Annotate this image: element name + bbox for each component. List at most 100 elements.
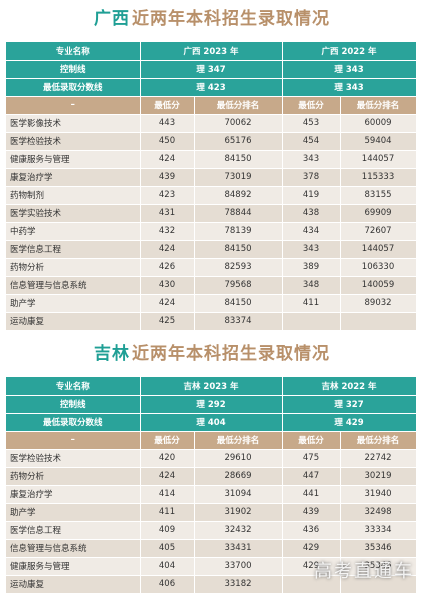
major-cell: 运动康复 <box>6 312 141 331</box>
min-score-a: 424 <box>140 240 195 259</box>
min-rank-a: 70062 <box>194 114 283 133</box>
min-score-b: 343 <box>282 240 341 259</box>
min-rank-b: 115333 <box>340 168 417 187</box>
min-score-a: 431 <box>140 204 195 223</box>
min-score-b: 411 <box>282 294 341 313</box>
dash-cell: – <box>6 431 141 450</box>
minline-label: 最低录取分数线 <box>6 78 141 97</box>
major-cell: 信息管理与信息系统 <box>6 276 141 295</box>
min-rank-b: 140059 <box>340 276 417 295</box>
min-score-b: 439 <box>282 503 341 522</box>
col-rank-b: 最低分排名 <box>340 431 417 450</box>
col-rank-a: 最低分排名 <box>194 431 283 450</box>
min-rank-b: 69909 <box>340 204 417 223</box>
major-cell: 中药学 <box>6 222 141 241</box>
min-rank-a: 31902 <box>194 503 283 522</box>
min-rank-a: 84150 <box>194 150 283 169</box>
table-row: 医学信息工程 424 84150 343 144057 <box>6 240 417 259</box>
table-row: 中药学 432 78139 434 72607 <box>6 222 417 241</box>
table-row: 药物制剂 423 84892 419 83155 <box>6 186 417 205</box>
min-score-a: 423 <box>140 186 195 205</box>
min-rank-a: 84892 <box>194 186 283 205</box>
province-name: 吉林 <box>90 339 134 369</box>
major-cell: 医学信息工程 <box>6 240 141 259</box>
minline-a: 理 404 <box>140 413 283 432</box>
major-cell: 运动康复 <box>6 575 141 594</box>
column-header-row: – 最低分 最低分排名 最低分 最低分排名 <box>6 96 417 115</box>
min-score-a: 443 <box>140 114 195 133</box>
control-line-row: 控制线 理 292 理 327 <box>6 395 417 414</box>
min-score-b: 343 <box>282 150 341 169</box>
min-score-b: 447 <box>282 467 341 486</box>
min-rank-a: 84150 <box>194 240 283 259</box>
min-score-b: 454 <box>282 132 341 151</box>
year-b-label: 吉林 2022 年 <box>282 377 417 396</box>
min-score-b: 436 <box>282 521 341 540</box>
control-a: 理 292 <box>140 395 283 414</box>
min-rank-b: 22742 <box>340 449 417 468</box>
major-cell: 助产学 <box>6 503 141 522</box>
min-score-a: 411 <box>140 503 195 522</box>
major-label: 专业名称 <box>6 42 141 61</box>
min-rank-b: 31940 <box>340 485 417 504</box>
table-row: 助产学 411 31902 439 32498 <box>6 503 417 522</box>
title-text: 近两年本科招生录取情况 <box>132 344 330 364</box>
col-min-b: 最低分 <box>282 96 341 115</box>
table-header-row: 专业名称 吉林 2023 年 吉林 2022 年 <box>6 377 417 396</box>
min-score-b: 438 <box>282 204 341 223</box>
year-a-label: 广西 2023 年 <box>140 42 283 61</box>
min-rank-a: 28669 <box>194 467 283 486</box>
minline-b: 理 343 <box>282 78 417 97</box>
year-a-label: 吉林 2023 年 <box>140 377 283 396</box>
min-rank-b: 30219 <box>340 467 417 486</box>
major-cell: 药物分析 <box>6 258 141 277</box>
table-row: 医学检验技术 420 29610 475 22742 <box>6 449 417 468</box>
min-score-b: 429 <box>282 539 341 558</box>
column-header-row: – 最低分 最低分排名 最低分 最低分排名 <box>6 431 417 450</box>
minline-label: 最低录取分数线 <box>6 413 141 432</box>
major-cell: 医学检验技术 <box>6 449 141 468</box>
min-score-a: 426 <box>140 258 195 277</box>
major-label: 专业名称 <box>6 377 141 396</box>
min-score-a: 424 <box>140 467 195 486</box>
min-score-b: 429 <box>282 557 341 576</box>
major-cell: 药物分析 <box>6 467 141 486</box>
control-line-row: 控制线 理 347 理 343 <box>6 60 417 79</box>
min-rank-b: 32498 <box>340 503 417 522</box>
col-min-a: 最低分 <box>140 431 195 450</box>
col-rank-a: 最低分排名 <box>194 96 283 115</box>
province-name: 广西 <box>90 4 134 34</box>
min-score-b: 389 <box>282 258 341 277</box>
table-row: 药物分析 424 28669 447 30219 <box>6 467 417 486</box>
min-rank-b: 89032 <box>340 294 417 313</box>
control-b: 理 343 <box>282 60 417 79</box>
major-cell: 医学实验技术 <box>6 204 141 223</box>
min-score-b <box>282 312 341 331</box>
minline-b: 理 429 <box>282 413 417 432</box>
min-score-b <box>282 575 341 594</box>
section-title-guangxi: 广西 近两年本科招生录取情况 <box>0 4 422 34</box>
min-rank-a: 73019 <box>194 168 283 187</box>
table-body: 医学检验技术 420 29610 475 22742 药物分析 424 28669 447 302… <box>6 449 417 594</box>
major-cell: 健康服务与管理 <box>6 557 141 576</box>
table-row: 康复治疗学 414 31094 441 31940 <box>6 485 417 504</box>
min-score-b: 419 <box>282 186 341 205</box>
col-min-a: 最低分 <box>140 96 195 115</box>
min-score-a: 430 <box>140 276 195 295</box>
col-min-b: 最低分 <box>282 431 341 450</box>
major-cell: 康复治疗学 <box>6 485 141 504</box>
major-cell: 健康服务与管理 <box>6 150 141 169</box>
min-score-a: 414 <box>140 485 195 504</box>
major-cell: 助产学 <box>6 294 141 313</box>
min-rank-a: 32432 <box>194 521 283 540</box>
table-row: 运动康复 425 83374 <box>6 312 417 331</box>
table-row: 医学实验技术 431 78844 438 69909 <box>6 204 417 223</box>
admission-table-jilin: 专业名称 吉林 2023 年 吉林 2022 年 控制线 理 292 理 327… <box>6 377 417 594</box>
major-cell: 医学影像技术 <box>6 114 141 133</box>
min-score-a: 420 <box>140 449 195 468</box>
min-rank-b: 60009 <box>340 114 417 133</box>
min-rank-a: 78844 <box>194 204 283 223</box>
min-rank-b: 83155 <box>340 186 417 205</box>
table-row: 康复治疗学 439 73019 378 115333 <box>6 168 417 187</box>
year-b-label: 广西 2022 年 <box>282 42 417 61</box>
